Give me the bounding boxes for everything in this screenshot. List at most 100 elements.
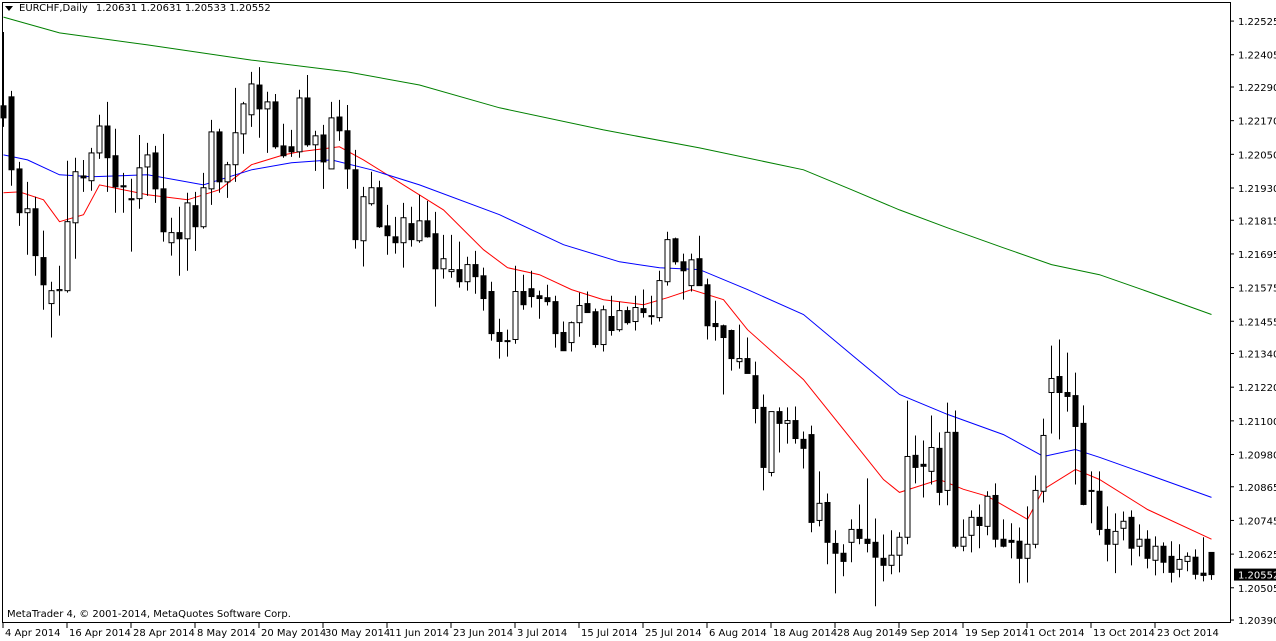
candle — [184, 192, 191, 271]
candle-body-bearish — [936, 447, 943, 493]
candle — [144, 142, 151, 196]
candle — [696, 235, 703, 287]
candle — [848, 519, 855, 563]
candle-body-bullish — [928, 447, 935, 472]
candle — [680, 253, 687, 300]
candle-body-bullish — [296, 97, 303, 153]
candle — [576, 292, 583, 337]
candle — [0, 32, 7, 127]
candle-body-bearish — [704, 284, 711, 327]
date-tick-label: 28 Apr 2014 — [133, 628, 195, 639]
date-tick-label: 23 Jun 2014 — [453, 628, 513, 639]
time-axis[interactable]: 4 Apr 2014 16 Apr 2014 28 Apr 2014 8 May 20… — [2, 622, 1219, 639]
candle — [744, 337, 751, 374]
candle — [224, 161, 231, 198]
price-tick-label: 1.22170 — [1238, 117, 1276, 128]
candle — [624, 306, 631, 325]
candle-body-bearish — [280, 145, 287, 157]
price-tick-label: 1.22525 — [1238, 17, 1276, 28]
candle-body-bullish — [232, 132, 239, 166]
candle-body-bearish — [424, 220, 431, 238]
candle-body-bearish — [832, 542, 839, 554]
candle — [200, 172, 207, 229]
candle-body-bearish — [608, 315, 615, 332]
price-tick-label: 1.21575 — [1238, 284, 1276, 295]
candle — [472, 250, 479, 294]
candle — [176, 206, 183, 276]
candle-body-bearish — [792, 420, 799, 440]
price-tick-label: 1.21100 — [1238, 417, 1276, 428]
candle-body-bearish — [432, 233, 439, 270]
candle-body-bullish — [896, 536, 903, 556]
candle-body-bearish — [1144, 538, 1151, 559]
candle-body-bullish — [400, 217, 407, 244]
candle — [416, 194, 423, 243]
candle-body-bearish — [912, 454, 919, 468]
candle-body-bearish — [840, 552, 847, 562]
chart-frame — [2, 2, 1231, 623]
candle-body-bullish — [888, 554, 895, 566]
candle — [1008, 523, 1015, 559]
candle — [784, 407, 791, 444]
candle — [512, 265, 519, 344]
current-price-text: 1.20552 — [1238, 571, 1276, 582]
candle-body-bullish — [600, 309, 607, 346]
candle-body-bearish — [776, 411, 783, 424]
moving-average-line-2 — [3, 16, 1212, 315]
candle-body-bearish — [760, 406, 767, 468]
date-tick-label: 25 Jul 2014 — [645, 628, 702, 639]
candle-body-bearish — [456, 269, 463, 283]
candle-body-bullish — [656, 280, 663, 319]
candle — [880, 534, 887, 582]
price-tick-label: 1.21815 — [1238, 216, 1276, 227]
candle — [360, 186, 367, 267]
candle — [648, 295, 655, 325]
candle-body-bullish — [1152, 545, 1159, 561]
candles — [0, 32, 1215, 607]
date-tick-label: 19 Sep 2014 — [965, 628, 1028, 639]
candle — [128, 178, 135, 252]
candle-body-bearish — [1064, 392, 1071, 397]
candle — [1200, 537, 1207, 582]
candle-body-bearish — [584, 303, 591, 314]
candle — [72, 157, 79, 259]
candle — [528, 270, 535, 308]
candle-body-bearish — [720, 325, 727, 339]
candle — [872, 518, 879, 607]
candle-body-bearish — [408, 223, 415, 241]
candle — [752, 361, 759, 424]
candle — [584, 291, 591, 314]
candle — [536, 290, 543, 319]
candle-body-bearish — [112, 155, 119, 188]
candle — [976, 504, 983, 549]
candle-body-bearish — [672, 238, 679, 263]
candle — [1208, 551, 1215, 580]
candle — [376, 180, 383, 228]
candle — [1024, 506, 1031, 583]
candle — [296, 89, 303, 158]
candle — [40, 230, 47, 310]
candle-body-bullish — [1048, 377, 1055, 394]
candle — [736, 324, 743, 369]
candle — [544, 284, 551, 306]
candle-body-bearish — [1104, 528, 1111, 545]
candle-body-bearish — [1080, 422, 1087, 505]
candle — [488, 281, 495, 341]
candle — [1192, 549, 1199, 580]
candle-body-bullish — [904, 455, 911, 538]
candle — [920, 440, 927, 498]
dropdown-triangle-icon[interactable] — [5, 6, 13, 11]
candle — [120, 172, 127, 213]
price-tick-label: 1.20865 — [1238, 483, 1276, 494]
candle — [1120, 511, 1127, 541]
candle-body-bearish — [488, 291, 495, 335]
candle-body-bearish — [920, 463, 927, 467]
candle-body-bearish — [104, 125, 111, 159]
candle-body-bullish — [144, 154, 151, 168]
candle-body-bullish — [248, 83, 255, 116]
candle — [720, 324, 727, 395]
price-axis[interactable]: 1.22525 1.22405 1.22290 1.22170 1.22050 1.219… — [1230, 17, 1276, 627]
candle — [1096, 471, 1103, 536]
price-tick-label: 1.20625 — [1238, 550, 1276, 561]
